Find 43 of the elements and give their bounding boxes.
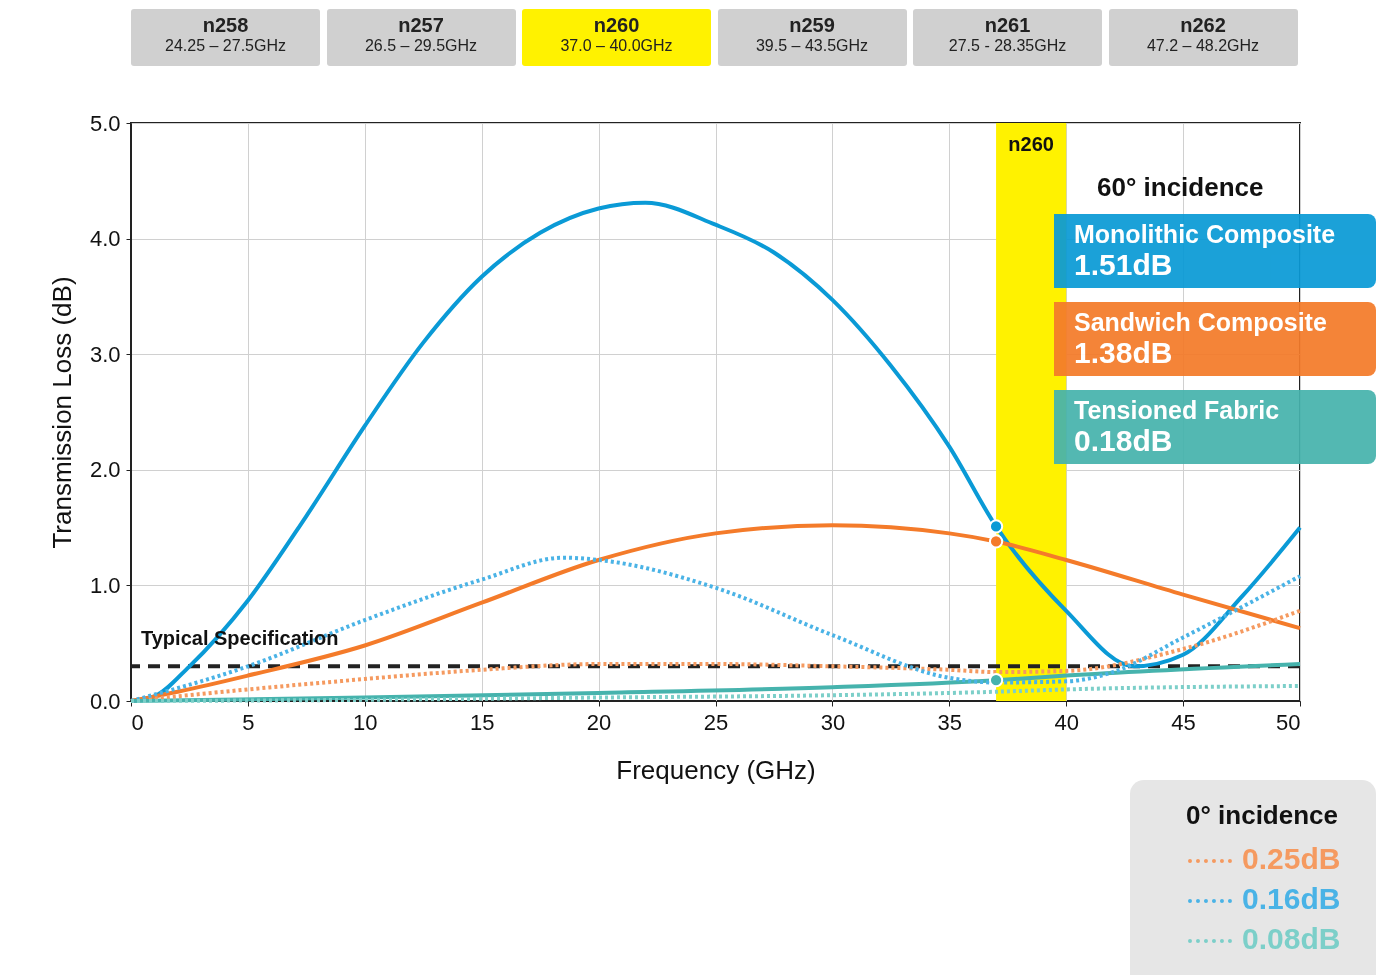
y-tick-label: 3.0 xyxy=(89,341,121,367)
annotation: 0.18dB xyxy=(1074,424,1174,457)
text: n261 xyxy=(983,14,1032,37)
y-tick-label: 0.0 xyxy=(89,688,121,714)
y-tick-label: 4.0 xyxy=(89,226,121,252)
annotation: 1.51dB xyxy=(1074,248,1174,281)
text: 0° incidence xyxy=(1186,800,1339,831)
text: Tensioned Fabric xyxy=(1074,396,1281,425)
x-tick-label: 25 xyxy=(703,709,729,735)
text: 47.2 – 48.2GHz xyxy=(1146,37,1260,54)
x-tick-label: 30 xyxy=(820,709,846,735)
text: n257 xyxy=(397,14,445,37)
x-tick-label: 0 xyxy=(131,709,144,735)
x-tick-label: 35 xyxy=(937,709,963,735)
x-tick-label: 20 xyxy=(586,709,612,735)
y-tick-label: 5.0 xyxy=(89,110,121,136)
x-tick-label: 5 xyxy=(242,709,255,735)
text: n262 xyxy=(1179,14,1227,37)
text: 24.25 – 27.5GHz xyxy=(165,37,286,54)
text: 26.5 – 29.5GHz xyxy=(364,37,478,54)
text: n260 xyxy=(592,14,641,37)
text: Sandwich Composite xyxy=(1074,308,1328,337)
y-tick-label: 1.0 xyxy=(89,572,121,598)
annotation: 1.38dB xyxy=(1074,336,1174,369)
x-tick-label: 15 xyxy=(469,709,495,735)
text: 0.25dB xyxy=(1242,842,1341,875)
text: 37.0 – 40.0GHz xyxy=(560,37,673,54)
text: Monolithic Composite xyxy=(1074,220,1337,249)
y-axis-title: Transmission Loss (dB) xyxy=(46,276,77,549)
text: n259 xyxy=(788,14,836,37)
annotation: 60° incidence xyxy=(1097,172,1264,203)
text: 0.16dB xyxy=(1242,882,1341,915)
y-tick-label: 2.0 xyxy=(89,457,121,483)
x-tick-label: 40 xyxy=(1054,709,1079,735)
text: n258 xyxy=(201,14,250,37)
text: 39.5 – 43.5GHz xyxy=(755,37,869,54)
x-tick-label: 10 xyxy=(353,709,378,735)
text: 0.08dB xyxy=(1242,922,1341,955)
text: 27.5 - 28.35GHz xyxy=(948,37,1067,54)
x-axis-title: Frequency (GHz) xyxy=(616,754,816,785)
band-label: n260 xyxy=(1008,133,1054,155)
x-tick-label: 45 xyxy=(1171,709,1196,735)
x-tick-label: 50 xyxy=(1276,709,1301,735)
